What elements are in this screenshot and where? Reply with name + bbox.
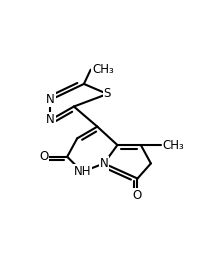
Text: N: N [46, 114, 55, 126]
Text: O: O [39, 150, 48, 163]
Text: CH₃: CH₃ [92, 63, 114, 76]
Text: NH: NH [73, 165, 91, 178]
Text: N: N [46, 93, 55, 106]
Text: S: S [104, 87, 111, 101]
Text: CH₃: CH₃ [163, 139, 184, 152]
Text: O: O [133, 189, 142, 202]
Text: N: N [100, 157, 108, 170]
